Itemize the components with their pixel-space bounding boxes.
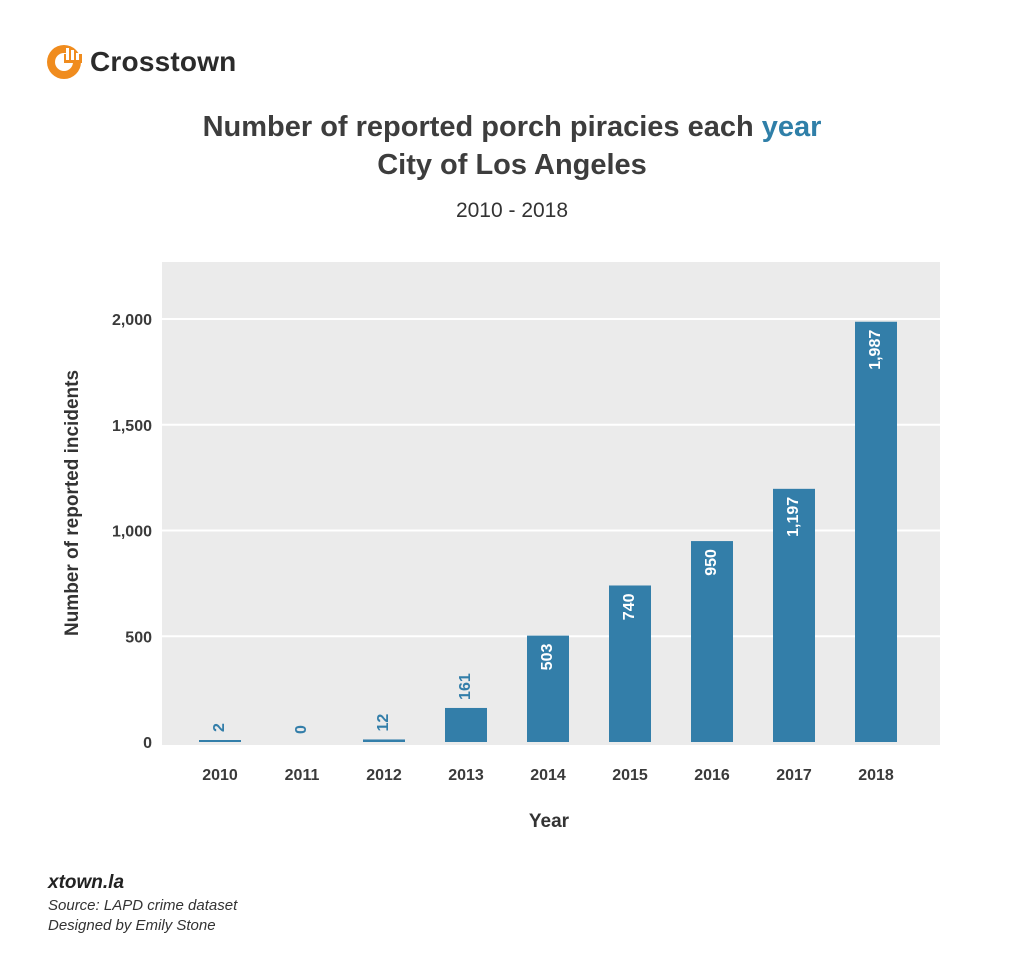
x-tick-label: 2014: [530, 767, 566, 784]
bar: [199, 740, 241, 742]
x-tick-label: 2016: [694, 767, 730, 784]
bar-value-label: 2: [211, 723, 228, 732]
x-tick-label: 2015: [612, 767, 648, 784]
bar-value-label: 950: [703, 549, 720, 576]
x-tick-label: 2012: [366, 767, 402, 784]
y-axis-title: Number of reported incidents: [62, 370, 83, 636]
chart-subtitle: 2010 - 2018: [455, 199, 569, 222]
y-tick-label: 500: [125, 629, 152, 646]
brand-name: Crosstown: [90, 46, 237, 77]
bar-value-label: 1,197: [785, 497, 802, 537]
chart-title: Number of reported porch piracies each y…: [0, 108, 1024, 184]
bar-value-label: 740: [621, 593, 638, 620]
title-line-2: City of Los Angeles: [377, 149, 647, 181]
y-tick-label: 1,000: [112, 524, 152, 541]
x-tick-label: 2011: [285, 767, 320, 784]
bar-value-label: 0: [293, 725, 310, 734]
footer: xtown.la Source: LAPD crime dataset Desi…: [48, 872, 237, 936]
x-tick-label: 2017: [776, 767, 812, 784]
bar: [363, 739, 405, 742]
footer-site: xtown.la: [48, 872, 125, 893]
footer-source: Source: LAPD crime dataset: [48, 897, 238, 914]
title-prefix: Number of reported porch piracies each: [202, 111, 762, 143]
y-tick-label: 2,000: [112, 312, 152, 329]
bar: [445, 707, 487, 742]
x-tick-label: 2010: [202, 767, 238, 784]
bar: [691, 541, 733, 742]
x-axis-title: Year: [529, 811, 570, 832]
bar: [855, 321, 897, 742]
y-tick-label: 0: [143, 735, 152, 752]
x-tick-label: 2013: [448, 767, 484, 784]
bar: [773, 488, 815, 742]
footer-credit: Designed by Emily Stone: [48, 917, 216, 934]
x-tick-label: 2018: [858, 767, 894, 784]
bar-value-label: 1,987: [867, 330, 884, 370]
bar-value-label: 161: [457, 673, 474, 700]
title-accent: year: [761, 111, 822, 143]
bar-value-label: 503: [539, 644, 556, 671]
bar: [609, 585, 651, 742]
bar: [527, 635, 569, 742]
bar-chart: 0 500 1,000 1,500 2,000 2 2010 0 2011 12 2012 161 20…: [62, 262, 940, 832]
y-tick-label: 1,500: [112, 418, 152, 435]
title-line-1: Number of reported porch piracies each y…: [0, 108, 1024, 146]
brand: Crosstown: [46, 44, 236, 80]
crosstown-logo-icon: [47, 45, 82, 79]
bar-value-label: 12: [375, 714, 392, 732]
